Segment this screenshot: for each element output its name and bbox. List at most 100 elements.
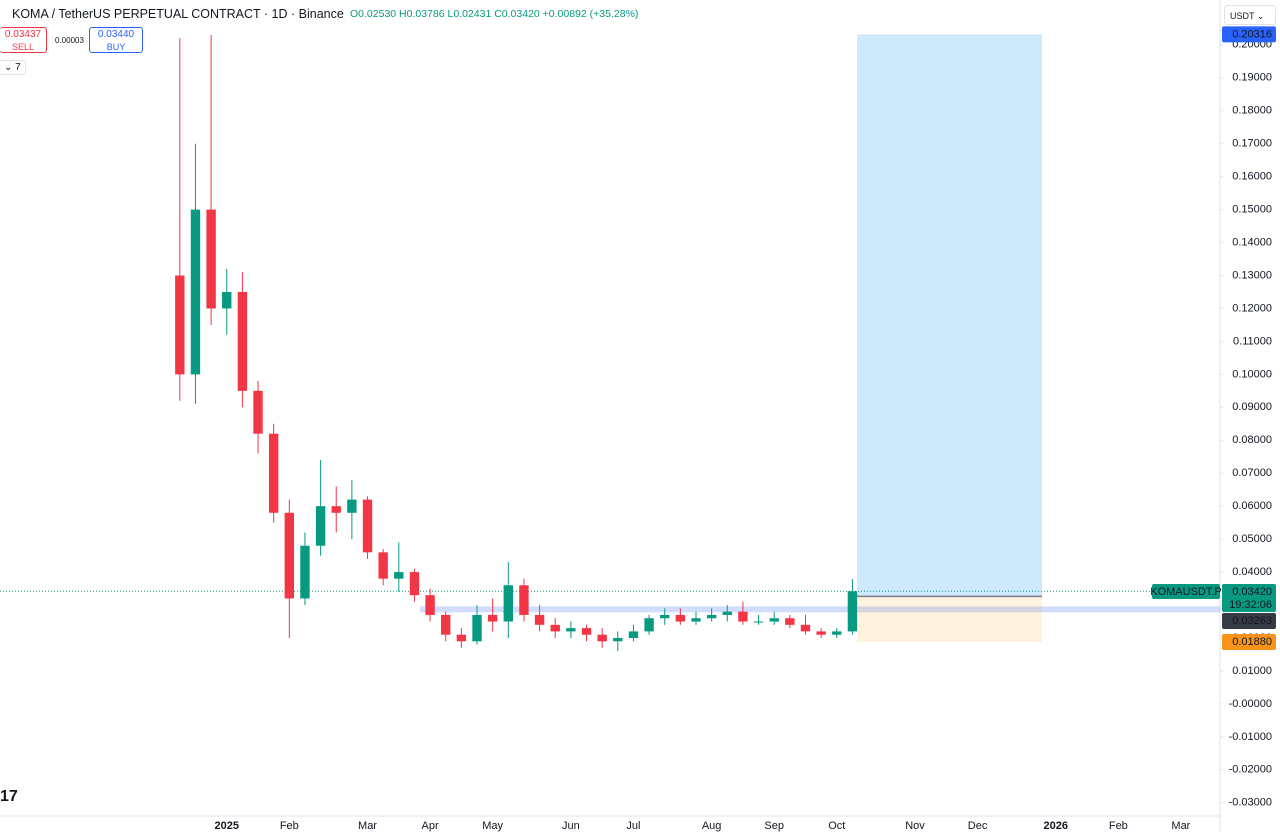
x-tick-label: Feb [1109, 820, 1128, 832]
candle-body [362, 499, 373, 553]
symbol-title: KOMA / TetherUS PERPETUAL CONTRACT · 1D … [12, 7, 344, 21]
candle-body [190, 209, 201, 375]
candle-body [660, 614, 670, 619]
candle-body [722, 611, 732, 615]
x-tick-label: Apr [422, 820, 439, 832]
x-tick-label: Jul [626, 820, 640, 832]
candle-body [566, 628, 576, 632]
candle-body [237, 291, 248, 391]
y-tick-label: 0.15000 [1232, 204, 1272, 216]
y-tick-label: 0.18000 [1232, 105, 1272, 117]
candle-body [613, 638, 623, 642]
y-tick-label: 0.10000 [1232, 368, 1272, 380]
candle-body [347, 499, 357, 513]
candle-body [425, 595, 435, 615]
candle-body [800, 624, 811, 632]
x-tick-label: Nov [905, 820, 925, 832]
currency-select[interactable]: USDT ⌄ [1224, 5, 1276, 25]
y-tick-label: -0.02000 [1229, 764, 1272, 776]
candle-body [472, 614, 482, 642]
candle-body [519, 585, 529, 615]
entry-label-bg [1222, 613, 1276, 629]
candle-body [175, 275, 185, 375]
entry-label: 0.03263 [1232, 615, 1272, 627]
y-tick-label: 0.14000 [1232, 236, 1272, 248]
candle-body [581, 628, 592, 635]
stop-label-bg [1222, 633, 1276, 650]
y-tick-label: 0.03000 [1232, 599, 1272, 611]
sell-button[interactable]: 0.03437 SELL [0, 27, 47, 53]
sell-label: SELL [11, 42, 35, 52]
y-tick-label: 0.11000 [1233, 335, 1272, 347]
candle-body [832, 631, 842, 635]
x-tick-label: May [482, 820, 503, 832]
indicators-toggle[interactable]: ⌄ 7 [0, 60, 26, 75]
indicators-count: 7 [15, 62, 21, 73]
y-tick-label: 0.02000 [1232, 632, 1272, 644]
stop-label: 0.01880 [1232, 636, 1272, 648]
currency: USDT [1230, 11, 1255, 21]
countdown: 19:32:06 [1229, 599, 1272, 611]
candle-body [628, 631, 639, 639]
candle-body [441, 614, 451, 635]
tag-bg [1152, 584, 1220, 599]
candle-body [769, 618, 779, 622]
y-tick-label: -0.01000 [1229, 731, 1272, 743]
price-label-bg [1222, 584, 1276, 612]
candle-body [753, 621, 764, 623]
candle-body [206, 209, 216, 309]
target-zone [857, 34, 1042, 597]
x-tick-label: Aug [702, 820, 722, 832]
candle-body [268, 433, 279, 513]
y-tick-label: 0.13000 [1232, 269, 1272, 281]
buy-price: 0.03440 [97, 29, 135, 40]
candle-body [409, 572, 420, 596]
candle-body [456, 634, 467, 642]
y-tick-label: 0.19000 [1232, 72, 1272, 84]
candle-body [816, 631, 826, 635]
y-tick-label: 0.17000 [1232, 138, 1272, 150]
candle-body [847, 591, 858, 632]
candle-body [331, 506, 341, 513]
x-tick-label: Sep [764, 820, 784, 832]
candle-body [738, 611, 748, 622]
candle-body [691, 618, 701, 622]
stop-zone [857, 596, 1042, 642]
buy-label: BUY [106, 42, 126, 52]
candle-body [300, 545, 310, 599]
candle-body [675, 614, 686, 622]
candle-body [644, 618, 654, 632]
candle-body [785, 618, 795, 625]
y-tick-label: 0.12000 [1232, 302, 1272, 314]
level-band [420, 606, 1220, 613]
x-tick-label: 2025 [215, 820, 239, 832]
x-tick-label: Oct [828, 820, 845, 832]
sell-price: 0.03437 [4, 29, 42, 40]
candle-body [253, 390, 263, 434]
x-tick-label: 2026 [1044, 820, 1068, 832]
y-tick-label: 0.08000 [1232, 434, 1272, 446]
target-label: 0.20316 [1232, 28, 1272, 40]
x-tick-label: Mar [358, 820, 377, 832]
y-tick-label: 0.16000 [1232, 171, 1272, 183]
y-tick-label: 0.05000 [1232, 533, 1272, 545]
logo: 17 [0, 788, 18, 805]
x-tick-label: Jun [562, 820, 580, 832]
candle-body [487, 614, 498, 622]
candle-body [222, 291, 232, 309]
y-tick-label: 0.09000 [1232, 401, 1272, 413]
x-tick-label: Dec [968, 820, 988, 832]
spread: 0.00003 [55, 36, 84, 45]
ohlc-values: O0.02530 H0.03786 L0.02431 C0.03420 +0.0… [350, 8, 639, 20]
buy-button[interactable]: 0.03440 BUY [89, 27, 143, 53]
candle-body [706, 614, 717, 619]
candle-body [315, 506, 326, 546]
y-tick-label: 0.07000 [1232, 467, 1272, 479]
candle-body [284, 512, 295, 599]
y-tick-label: -0.03000 [1229, 797, 1272, 809]
symbol-tag: KOMAUSDT.P [1150, 586, 1222, 598]
candle-body [378, 552, 388, 579]
x-tick-label: Feb [280, 820, 299, 832]
